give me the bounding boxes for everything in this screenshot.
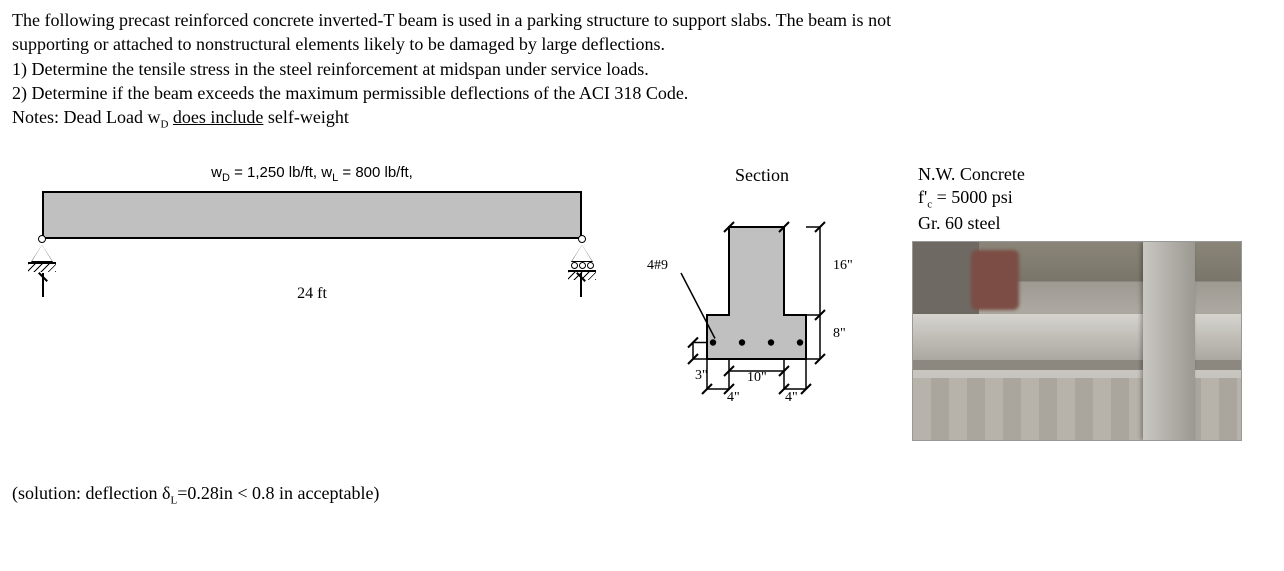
section-title: Section [622, 163, 902, 187]
figure-row: wD = 1,250 lb/ft, wL = 800 lb/ft, 24 ft [12, 163, 1272, 442]
note-prefix: Notes: Dead Load w [12, 107, 160, 127]
solution-rest: =0.28in < 0.8 in acceptable) [177, 483, 379, 503]
problem-notes: Notes: Dead Load wD does include self-we… [12, 105, 1272, 132]
beam-loads-text: wD = 1,250 lb/ft, wL = 800 lb/ft, [12, 163, 612, 186]
wd-label: w [211, 164, 222, 181]
solution-prefix: (solution: deflection δ [12, 483, 170, 503]
section-bars-label: 4#9 [647, 257, 668, 276]
note-suffix: self-weight [263, 107, 348, 127]
support-left-pin [27, 239, 57, 272]
section-svg-wrap: 4#9 3" 10" 4" 4" 16" 8" [647, 217, 877, 417]
materials-info: N.W. Concrete f'c = 5000 psi Gr. 60 stee… [912, 163, 1252, 236]
solution-line: (solution: deflection δL=0.28in < 0.8 in… [12, 481, 1272, 508]
problem-q2: 2) Determine if the beam exceeds the max… [12, 81, 1272, 105]
wd-val: = 1,250 lb/ft, [230, 164, 321, 181]
mat-line2: f'c = 5000 psi [918, 186, 1252, 212]
note-underline: does include [173, 107, 263, 127]
support-right-roller [567, 239, 597, 280]
span-dim-line [42, 279, 582, 281]
wl-label: w [321, 164, 332, 181]
beam-rect [42, 191, 582, 239]
section-figure: Section 4#9 3" 10" 4" 4" 16" 8" [622, 163, 902, 417]
beam-elevation: wD = 1,250 lb/ft, wL = 800 lb/ft, 24 ft [12, 163, 612, 312]
mat-line1: N.W. Concrete [918, 163, 1252, 186]
fc-val: = 5000 psi [932, 187, 1013, 207]
right-column: N.W. Concrete f'c = 5000 psi Gr. 60 stee… [912, 163, 1252, 442]
span-label: 24 ft [32, 283, 592, 305]
problem-line-1: The following precast reinforced concret… [12, 8, 1272, 32]
section-cover-label: 3" [695, 367, 708, 386]
section-stemh-label: 16" [833, 257, 853, 276]
section-flangeh-label: 8" [833, 325, 846, 344]
section-stemw-label: 10" [747, 369, 767, 388]
wl-val: = 800 lb/ft, [338, 164, 413, 181]
section-ledger-label: 4" [785, 389, 798, 408]
mat-line3: Gr. 60 steel [918, 212, 1252, 235]
problem-q1: 1) Determine the tensile stress in the s… [12, 57, 1272, 81]
wd-sub: D [222, 172, 230, 184]
section-ledgel-label: 4" [727, 389, 740, 408]
problem-line-2: supporting or attached to nonstructural … [12, 32, 1272, 56]
context-photo [912, 241, 1242, 441]
problem-statement: The following precast reinforced concret… [12, 8, 1272, 133]
fc-label: f' [918, 187, 927, 207]
beam-box: 24 ft [12, 191, 612, 311]
